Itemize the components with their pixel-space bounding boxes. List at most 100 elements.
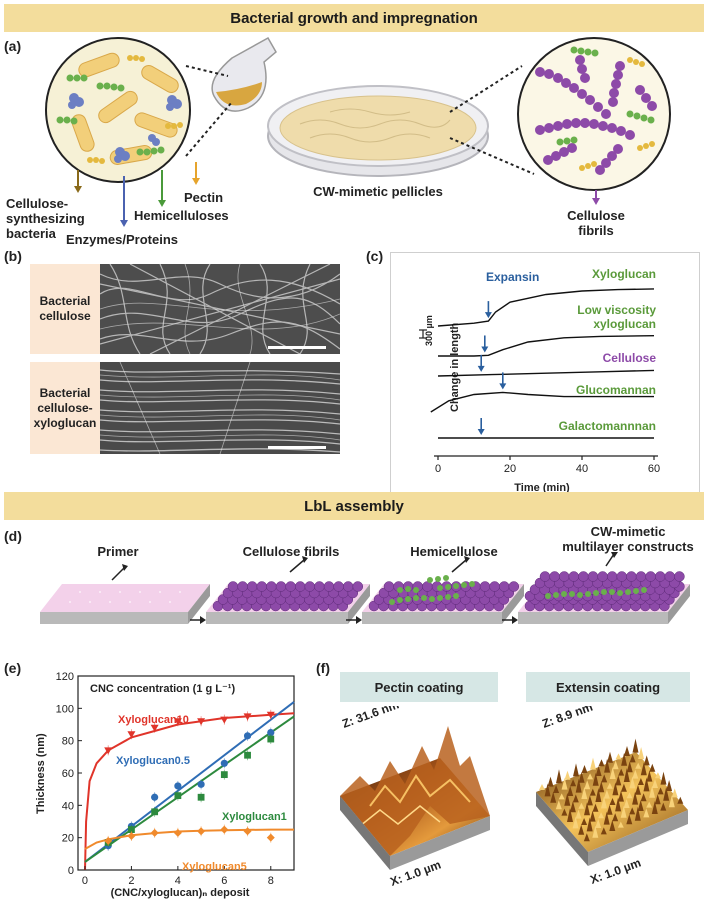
chart-e-point-xyloglucan0-5-7 <box>243 732 252 740</box>
chart-c-line-glucomannan <box>430 391 654 413</box>
chart-e-point-xyloglucan5-8 <box>266 833 275 842</box>
label-cellulose-synthesizing-bacteria: Cellulose- synthesizing bacteria <box>6 196 85 241</box>
chart-e-ytick-label-100: 100 <box>56 703 74 715</box>
chart-e-point-xyloglucan10-7 <box>243 713 252 721</box>
label-cellulose-fibrils-step: Cellulose fibrils <box>242 544 340 559</box>
chart-c-series-name-cellulose: Cellulose <box>603 351 657 365</box>
chart-e-point-xyloglucan0-5-6 <box>220 759 228 767</box>
chart-e-xtick-label-8: 8 <box>268 875 274 887</box>
label-primer: Primer <box>97 544 139 559</box>
chart-e-point-xyloglucan5-1 <box>104 836 113 845</box>
flask-icon <box>211 36 277 112</box>
chart-c-xlabel: Time (min) <box>514 482 570 494</box>
chart-e-ytick-label-40: 40 <box>62 800 74 812</box>
chart-c-arrow-glucomannan <box>499 372 507 390</box>
chart-e-ytick-label-0: 0 <box>68 865 74 877</box>
chart-e-ylabel: Thickness (nm) <box>35 733 47 814</box>
fibril-green-chains <box>556 46 655 146</box>
chart-c-scalebar <box>419 329 427 339</box>
chart-e-point-xyloglucan0-5-5 <box>197 780 205 788</box>
label-hemicelluloses: Hemicelluloses <box>134 208 229 223</box>
chart-change-in-length: Expansin Change in length 300 µm Xyloglu… <box>390 252 700 497</box>
chart-e-ytick-label-80: 80 <box>62 736 74 748</box>
chart-e-point-xyloglucan10-5 <box>197 718 206 726</box>
enzymes <box>68 93 182 163</box>
chart-e-fit-xyloglucan0-5 <box>84 701 295 863</box>
label-cellulose-fibrils: Cellulose fibrils <box>567 208 625 238</box>
chart-e-series-label-xyloglucan10: Xyloglucan10 <box>118 714 189 726</box>
chart-e-point-xyloglucan1-4 <box>174 792 182 800</box>
chart-e-point-xyloglucan10-1 <box>104 747 113 755</box>
chart-e-xtick-label-4: 4 <box>175 875 181 887</box>
chart-e-xtick-label-6: 6 <box>221 875 227 887</box>
label-bacterial-cellulose-xyloglucan: Bacterial cellulose- xyloglucan <box>30 362 100 454</box>
chart-e-point-xyloglucan5-7 <box>243 827 252 836</box>
section-banner-bacterial-growth: Bacterial growth and impregnation <box>4 4 704 32</box>
afm-surface-extensin <box>536 738 688 866</box>
chart-e-point-xyloglucan0-5-4 <box>174 782 182 790</box>
label-extensin-coating: Extensin coating <box>526 672 690 702</box>
chart-e-series-label-xyloglucan5: Xyloglucan5 <box>182 861 247 873</box>
label-hemicellulose-step: Hemicellulose <box>410 544 498 559</box>
chart-e-ytick-label-120: 120 <box>56 671 74 683</box>
chart-e-ytick-label-20: 20 <box>62 833 74 845</box>
chart-e-series-label-xyloglucan05: Xyloglucan0.5 <box>116 755 190 767</box>
chart-c-xtick-label-40: 40 <box>576 463 588 475</box>
chart-e-xtick-label-0: 0 <box>82 875 88 887</box>
afm-images: Z: 31.6 nm X: 1.0 µm Z: 8.9 nm X: 1.0 µm <box>340 706 688 889</box>
panel-label-f: (f) <box>316 660 330 676</box>
chart-c-series-name-glucomannan: Glucomannan <box>576 383 656 397</box>
label-pectin: Pectin <box>184 190 224 205</box>
fibrils-circle <box>517 37 671 191</box>
chart-c-arrow-cellulose <box>477 354 485 372</box>
panel-label-b: (b) <box>4 248 22 264</box>
chart-c-series-name-low-viscosity-xyloglucan: Low viscosity <box>577 303 656 317</box>
chart-e-point-xyloglucan10-2 <box>127 731 136 739</box>
chart-c-line-cellulose <box>437 369 655 377</box>
chart-c-ylabel: Change in length <box>449 323 461 413</box>
chart-e-point-xyloglucan1-5 <box>197 793 205 801</box>
label-bacterial-cellulose: Bacterial cellulose <box>30 264 100 354</box>
sem-image-bacterial-cellulose <box>100 264 340 354</box>
chart-e-ytick-label-60: 60 <box>62 768 74 780</box>
panel-d-lbl-schematic <box>40 552 690 624</box>
chart-e-series-label-xyloglucan1: Xyloglucan1 <box>222 811 287 823</box>
chart-c-xtick-label-60: 60 <box>648 463 660 475</box>
chart-e-xtick-label-2: 2 <box>128 875 134 887</box>
chart-c-line-low-viscosity-xyloglucan <box>438 335 655 357</box>
chart-c-scalebar-label: 300 µm <box>424 315 434 346</box>
label-enzymes-proteins: Enzymes/Proteins <box>66 232 178 247</box>
label-cw-mimetic-pellicles: CW-mimetic pellicles <box>313 184 443 199</box>
chart-e-fit-xyloglucan10 <box>84 712 295 871</box>
section-banner-lbl-assembly: LbL assembly <box>4 492 704 520</box>
chart-c-xtick-label-20: 20 <box>504 463 516 475</box>
chart-c-series-name-xyloglucan: Xyloglucan <box>592 267 656 281</box>
panel-label-a: (a) <box>4 38 22 54</box>
chart-c-arrow-low-viscosity-xyloglucan <box>481 335 489 353</box>
chart-e-point-xyloglucan1-8 <box>267 735 275 743</box>
chart-e-point-xyloglucan5-5 <box>197 827 206 836</box>
chart-e-point-xyloglucan0-5-3 <box>151 793 159 801</box>
panel-label-d: (d) <box>4 528 22 544</box>
slab-cellulose <box>206 581 370 624</box>
panel-label-e: (e) <box>4 660 22 676</box>
chart-c-xtick-label-0: 0 <box>435 463 441 475</box>
chart-e-point-xyloglucan1-2 <box>128 826 135 833</box>
sem-image-bacterial-cellulose-xyloglucan <box>100 362 340 454</box>
chart-e-point-xyloglucan10-4 <box>173 718 182 726</box>
chart-c-series-name-low-viscosity-xyloglucan-2: xyloglucan <box>593 317 656 331</box>
afm-pectin-z-label: Z: 31.6 nm <box>340 706 401 731</box>
chart-e-point-xyloglucan5-4 <box>173 828 182 837</box>
label-pectin-coating: Pectin coating <box>340 672 498 702</box>
petri-dish-icon <box>267 85 489 177</box>
slab-hemicellulose <box>362 575 524 624</box>
chart-e-fit-xyloglucan1 <box>84 715 295 863</box>
chart-e-title: CNC concentration (1 g L⁻¹) <box>90 683 235 695</box>
chart-c-arrow-xyloglucan <box>484 301 492 319</box>
chart-c-annotation-expansin: Expansin <box>486 270 539 284</box>
slab-primer <box>40 584 210 624</box>
chart-e-point-xyloglucan5-3 <box>150 828 159 837</box>
chart-c-series-name-galactomannnan: Galactomannnan <box>559 419 656 433</box>
chart-e-point-xyloglucan10-6 <box>220 716 229 724</box>
hemicellulose-chains <box>56 74 165 156</box>
